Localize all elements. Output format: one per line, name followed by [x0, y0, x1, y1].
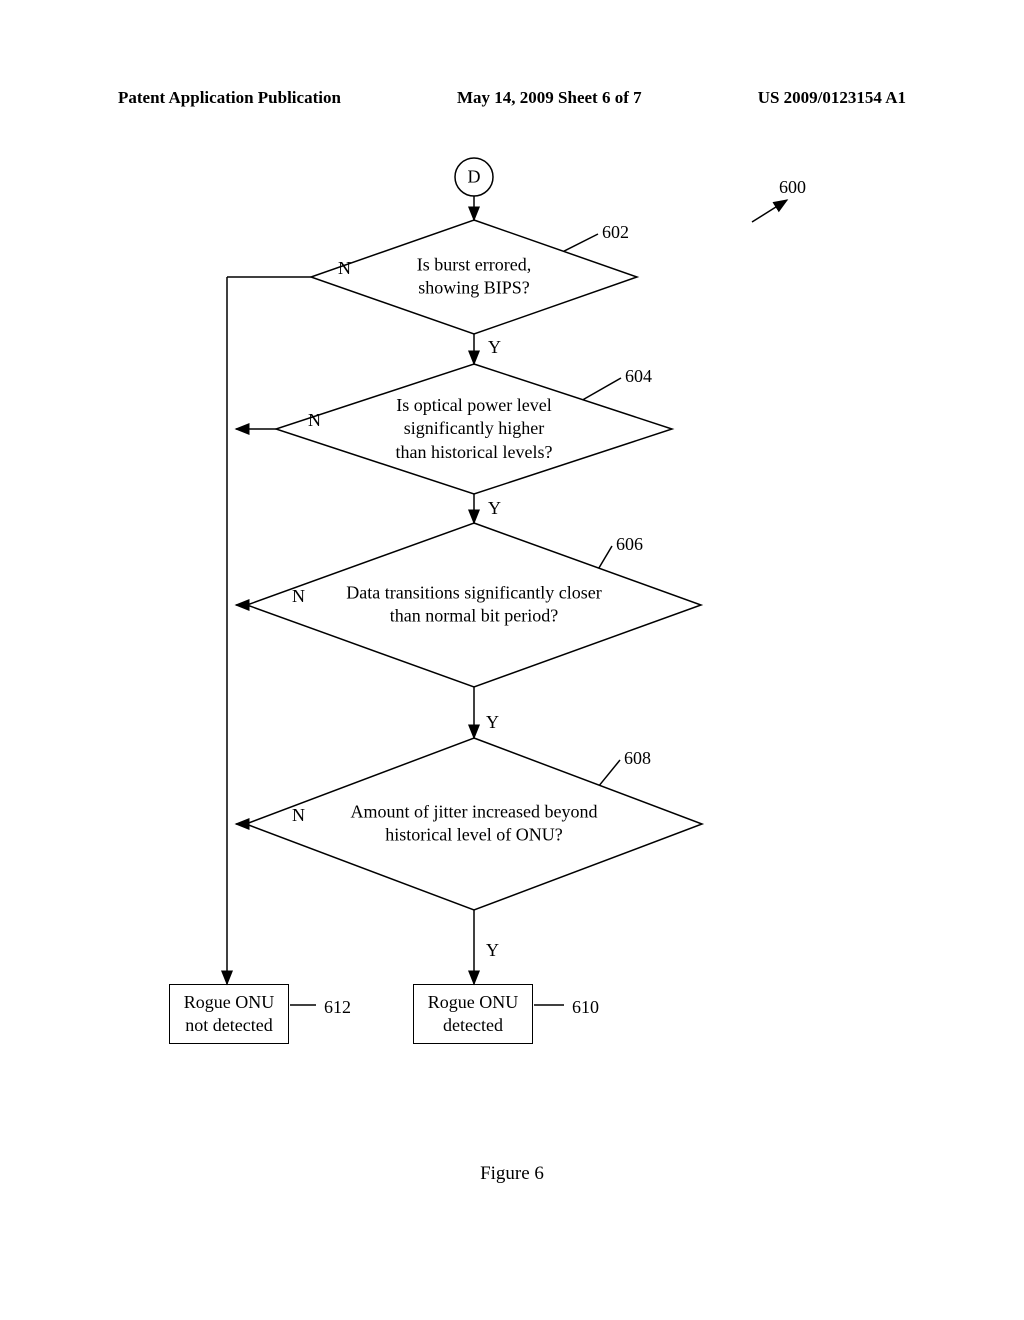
terminal-612: Rogue ONUnot detected [169, 984, 289, 1044]
label-n-2: N [292, 586, 305, 607]
ref-606: 606 [616, 534, 643, 555]
label-y-1: Y [488, 337, 501, 358]
label-y-3: Y [486, 712, 499, 733]
ref-600: 600 [779, 177, 806, 198]
ref-610: 610 [572, 997, 599, 1018]
decision-602: Is burst errored,showing BIPS? [417, 254, 531, 301]
decision-608: Amount of jitter increased beyondhistori… [351, 801, 598, 848]
figure-caption: Figure 6 [480, 1163, 544, 1185]
decision-606: Data transitions significantly closertha… [346, 582, 601, 629]
ref-602: 602 [602, 222, 629, 243]
ref-604: 604 [625, 366, 652, 387]
start-node: D [468, 165, 481, 188]
label-y-2: Y [488, 498, 501, 519]
decision-604: Is optical power levelsignificantly high… [396, 394, 553, 464]
label-n-1: N [308, 410, 321, 431]
ref-612: 612 [324, 997, 351, 1018]
label-n-3: N [292, 805, 305, 826]
ref-608: 608 [624, 748, 651, 769]
flowchart-canvas [0, 0, 1024, 1320]
terminal-610: Rogue ONUdetected [413, 984, 533, 1044]
label-n-0: N [338, 258, 351, 279]
label-y-4: Y [486, 940, 499, 961]
